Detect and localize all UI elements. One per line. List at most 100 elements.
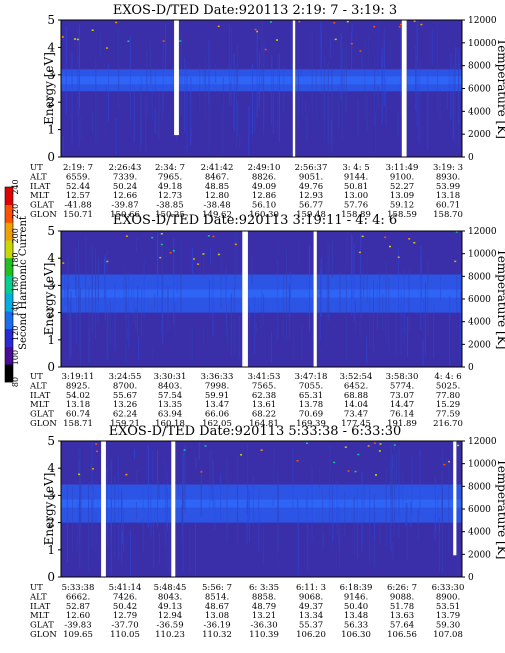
- heatmap-streak: [115, 117, 117, 155]
- data-gap: [292, 17, 296, 157]
- heatmap-streak: [331, 240, 333, 278]
- table-cell: 65.31: [299, 391, 323, 401]
- heatmap-streak: [128, 273, 130, 349]
- heatmap-speckles: [78, 442, 460, 476]
- heatmap-streak: [360, 232, 362, 299]
- heatmap-streak: [425, 283, 426, 357]
- heatmap-streak: [383, 40, 385, 107]
- heatmap-streak: [212, 275, 214, 336]
- y-axis-label: Energy [eV]: [42, 263, 56, 336]
- y-tick-label: 4: [47, 251, 55, 265]
- heatmap-streak: [442, 449, 443, 514]
- heatmap-streak: [437, 494, 439, 551]
- table-cell: 49.18: [158, 182, 182, 192]
- heatmap-streak: [369, 487, 371, 562]
- heatmap-streak: [92, 479, 94, 547]
- data-gap: [401, 17, 407, 157]
- y-tick-label: 5: [47, 13, 55, 27]
- heatmap-streak: [357, 98, 359, 137]
- heatmap-speckle: [457, 444, 460, 447]
- table-cell: 52.44: [66, 182, 90, 192]
- heatmap-streak: [110, 460, 112, 537]
- heatmap-streak: [276, 55, 278, 135]
- table-cell: 191.89: [387, 419, 417, 429]
- heatmap-streak: [61, 239, 63, 251]
- heatmap-streak: [64, 274, 66, 305]
- heatmap-streak: [95, 58, 97, 144]
- table-cell: 6452.: [344, 381, 368, 391]
- data-gap: [453, 438, 457, 556]
- heatmap-streak: [246, 500, 248, 544]
- heatmap-streak: [65, 25, 67, 115]
- heatmap-streak: [340, 33, 342, 102]
- heatmap-streak: [392, 541, 394, 561]
- heatmap-streak: [121, 531, 123, 544]
- table-cell: 8826.: [252, 172, 276, 182]
- heatmap-speckle: [172, 250, 175, 252]
- table-cell: 5:56: 7: [202, 583, 232, 593]
- table-cell: 13.63: [390, 611, 414, 621]
- heatmap-streak: [422, 340, 424, 367]
- heatmap-streak: [339, 506, 340, 570]
- heatmap-speckle: [378, 450, 381, 452]
- heatmap-streak: [251, 256, 253, 285]
- heatmap-streak: [319, 269, 321, 341]
- heatmap-streak: [140, 77, 142, 145]
- heatmap-band-core: [61, 289, 462, 298]
- table-cell: 76.14: [390, 410, 414, 420]
- heatmap-speckle: [306, 442, 308, 444]
- table-row-label: ALT: [29, 381, 47, 391]
- heatmap-streak: [184, 57, 186, 132]
- table-cell: 52.87: [66, 602, 90, 612]
- heatmap-streak: [134, 448, 135, 459]
- heatmap-streak: [402, 471, 404, 511]
- heatmap-streak: [417, 509, 419, 539]
- table-cell: 49.09: [252, 182, 276, 192]
- heatmap-speckle: [373, 442, 376, 444]
- heatmap-streak: [194, 523, 196, 575]
- heatmap-streak: [77, 502, 79, 553]
- heatmap-streak: [328, 98, 330, 149]
- heatmap-streak: [133, 278, 135, 323]
- table-cell: 3:30:31: [154, 372, 187, 382]
- y2-axis-label: Temperature [K]: [495, 459, 505, 560]
- heatmap-streak: [307, 488, 309, 572]
- table-cell: 6: 3:35: [249, 583, 279, 593]
- heatmap-speckle: [160, 233, 163, 235]
- table-cell: 6:26: 7: [387, 583, 417, 593]
- heatmap-streaks: [62, 20, 463, 156]
- heatmap-streak: [389, 37, 391, 63]
- heatmap-speckle: [389, 245, 391, 248]
- heatmap-speckle: [62, 262, 65, 264]
- heatmap-streak: [374, 504, 376, 539]
- heatmap-streak: [222, 77, 224, 155]
- heatmap-streak: [249, 312, 251, 327]
- heatmap-streak: [309, 245, 310, 332]
- table-row-label: MLT: [30, 611, 50, 621]
- y-tick-label: 5: [47, 224, 55, 238]
- heatmap-streak: [214, 488, 216, 530]
- heatmap-streak: [200, 470, 202, 517]
- table-cell: 48.85: [205, 182, 229, 192]
- heatmap-streak: [277, 471, 279, 549]
- table-cell: 12.86: [252, 191, 276, 201]
- heatmap-streak: [379, 271, 381, 315]
- table-cell: 59.91: [205, 391, 229, 401]
- heatmap-streak: [91, 248, 93, 335]
- heatmap-streak: [182, 488, 184, 538]
- table-row-label: GLON: [30, 210, 57, 220]
- heatmap-speckle: [105, 47, 108, 49]
- heatmap-streak: [323, 55, 325, 141]
- heatmap-streak: [442, 489, 443, 574]
- heatmap-streak: [225, 266, 227, 323]
- heatmap-speckle: [399, 23, 402, 26]
- heatmap-streak: [400, 27, 402, 96]
- heatmap-streak: [184, 443, 186, 513]
- table-cell: 59.30: [436, 621, 460, 631]
- heatmap-streak: [105, 286, 107, 362]
- heatmap-streak: [211, 449, 213, 502]
- table-cell: 106.30: [341, 630, 371, 640]
- heatmap-speckle: [183, 449, 186, 451]
- heatmap-streak: [441, 472, 443, 522]
- heatmap-streak: [278, 67, 280, 104]
